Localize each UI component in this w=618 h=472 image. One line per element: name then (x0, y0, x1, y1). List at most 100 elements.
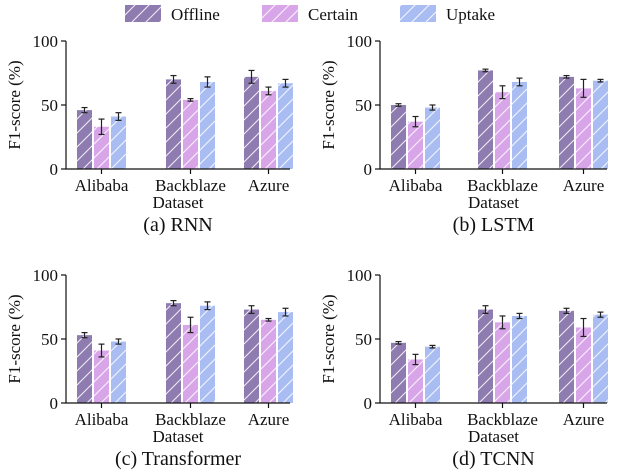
error-bar (282, 78, 289, 88)
bar-uptake-alibaba (425, 346, 440, 403)
x-tick-label-azure: Azure (248, 176, 290, 195)
error-bar (248, 69, 255, 84)
bar-uptake-azure (278, 312, 293, 403)
x-tick-label-backblaze: Backblaze (467, 176, 538, 195)
bar-uptake-azure (593, 314, 608, 403)
x-axis-label: Dataset (153, 193, 204, 212)
bar-certain-backblaze (495, 92, 510, 169)
error-bar (499, 85, 506, 100)
bar-certain-backblaze (183, 324, 198, 403)
error-bar (81, 106, 88, 114)
y-tick-label: 50 (41, 330, 58, 349)
error-bar (499, 315, 506, 330)
x-tick-label-alibaba: Alibaba (75, 176, 129, 195)
legend-swatch-uptake (400, 5, 436, 22)
bar-offline-alibaba (391, 105, 406, 169)
bar-uptake-backblaze (200, 81, 215, 169)
bar-offline-azure (244, 76, 259, 169)
x-tick-label-backblaze: Backblaze (155, 410, 226, 429)
y-axis-label: F1-score (%) (5, 294, 24, 383)
x-tick-label-alibaba: Alibaba (389, 176, 443, 195)
bar-uptake-alibaba (425, 107, 440, 169)
bar-offline-azure (559, 310, 574, 403)
x-tick-label-azure: Azure (563, 176, 605, 195)
bar-offline-azure (559, 76, 574, 169)
chart-panels: 0 50 100 Alibaba Backblaze Azure Dataset F1-sco… (5, 32, 608, 470)
bar-certain-alibaba (94, 350, 109, 403)
bar-offline-alibaba (77, 335, 92, 403)
error-bar (395, 340, 402, 345)
bar-uptake-backblaze (512, 81, 527, 169)
bar-offline-alibaba (391, 342, 406, 403)
y-axis-label: F1-score (%) (319, 294, 338, 383)
bar-certain-alibaba (94, 126, 109, 169)
error-bar (204, 301, 211, 311)
error-bar (412, 115, 419, 128)
bar-certain-alibaba (408, 121, 423, 169)
error-bar (516, 77, 523, 87)
x-tick-label-azure: Azure (248, 410, 290, 429)
error-bar (580, 317, 587, 338)
x-tick-label-azure: Azure (563, 410, 605, 429)
bar-offline-backblaze (166, 303, 181, 403)
error-bar (429, 344, 436, 349)
panel-caption: (a) RNN (143, 214, 212, 236)
bar-certain-backblaze (183, 99, 198, 169)
error-bar (482, 305, 489, 314)
panel-caption: (c) Transformer (115, 448, 241, 470)
x-axis-label: Dataset (468, 193, 519, 212)
x-axis-label: Dataset (468, 427, 519, 446)
error-bar (98, 118, 105, 136)
y-tick-label: 100 (33, 266, 59, 285)
error-bar (395, 103, 402, 107)
y-tick-label: 50 (355, 330, 372, 349)
bar-uptake-alibaba (111, 116, 126, 169)
bar-offline-backblaze (166, 79, 181, 169)
chart-panel-2: 0 50 100 Alibaba Backblaze Azure Dataset F1-sco… (319, 32, 608, 236)
bar-certain-alibaba (408, 359, 423, 403)
legend-swatch-certain (262, 5, 298, 22)
x-tick-label-backblaze: Backblaze (467, 410, 538, 429)
bar-uptake-backblaze (200, 305, 215, 403)
y-tick-label: 100 (347, 32, 373, 51)
y-tick-label: 0 (50, 160, 59, 179)
bar-certain-backblaze (495, 322, 510, 403)
bar-uptake-azure (278, 83, 293, 169)
legend-swatch-offline (125, 5, 161, 22)
error-bar (597, 311, 604, 318)
error-bar (265, 317, 272, 322)
bar-uptake-azure (593, 80, 608, 169)
bar-certain-azure (576, 327, 591, 403)
bar-certain-azure (576, 88, 591, 169)
error-bar (429, 104, 436, 111)
y-tick-label: 100 (33, 32, 59, 51)
bar-certain-azure (261, 90, 276, 169)
y-tick-label: 0 (50, 394, 59, 413)
error-bar (204, 76, 211, 88)
panel-caption: (d) TCNN (452, 448, 534, 470)
y-axis-label: F1-score (%) (5, 60, 24, 149)
y-tick-label: 0 (364, 394, 373, 413)
chart-panel-3: 0 50 100 Alibaba Backblaze Azure Dataset F1-sco… (5, 266, 293, 470)
y-tick-label: 50 (41, 96, 58, 115)
error-bar (248, 305, 255, 314)
y-tick-label: 0 (364, 160, 373, 179)
bar-offline-backblaze (478, 70, 493, 169)
error-bar (115, 338, 122, 345)
bar-offline-azure (244, 309, 259, 403)
error-bar (563, 74, 570, 79)
legend-label-offline: Offline (171, 5, 220, 24)
y-tick-label: 100 (347, 266, 373, 285)
bar-offline-alibaba (77, 110, 92, 169)
bar-offline-backblaze (478, 309, 493, 403)
error-bar (597, 78, 604, 83)
legend-label-certain: Certain (308, 5, 359, 24)
error-bar (187, 97, 194, 102)
error-bar (187, 316, 194, 334)
error-bar (170, 300, 177, 307)
bar-certain-azure (261, 319, 276, 403)
error-bar (115, 112, 122, 121)
error-bar (81, 332, 88, 339)
error-bar (412, 353, 419, 366)
